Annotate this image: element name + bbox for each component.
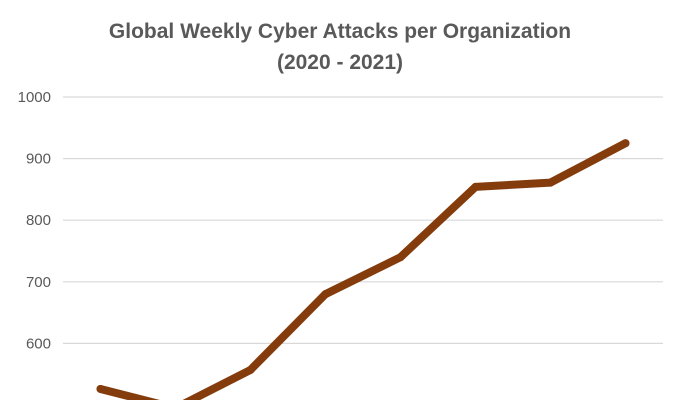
data-point-5 [471,182,480,191]
y-tick-label-600: 600 [26,335,51,352]
data-point-4 [396,253,405,262]
y-tick-label-700: 700 [26,274,51,291]
y-tick-label-1000: 1000 [18,89,51,106]
chart-title: Global Weekly Cyber Attacks per Organiza… [109,20,571,43]
y-tick-label-500: 500 [26,397,51,400]
data-point-0 [96,384,105,393]
y-tick-label-800: 800 [26,212,51,229]
series-lines [96,139,630,400]
chart-subtitle: (2020 - 2021) [277,51,403,74]
data-point-3 [321,290,330,299]
data-point-6 [546,178,555,187]
data-point-2 [246,365,255,374]
series-line-0 [96,139,630,400]
gridlines [63,96,663,344]
data-point-7 [621,139,630,148]
y-tick-label-900: 900 [26,151,51,168]
y-axis-tick-labels: 500 600 700 800 900 1000 [18,89,51,400]
